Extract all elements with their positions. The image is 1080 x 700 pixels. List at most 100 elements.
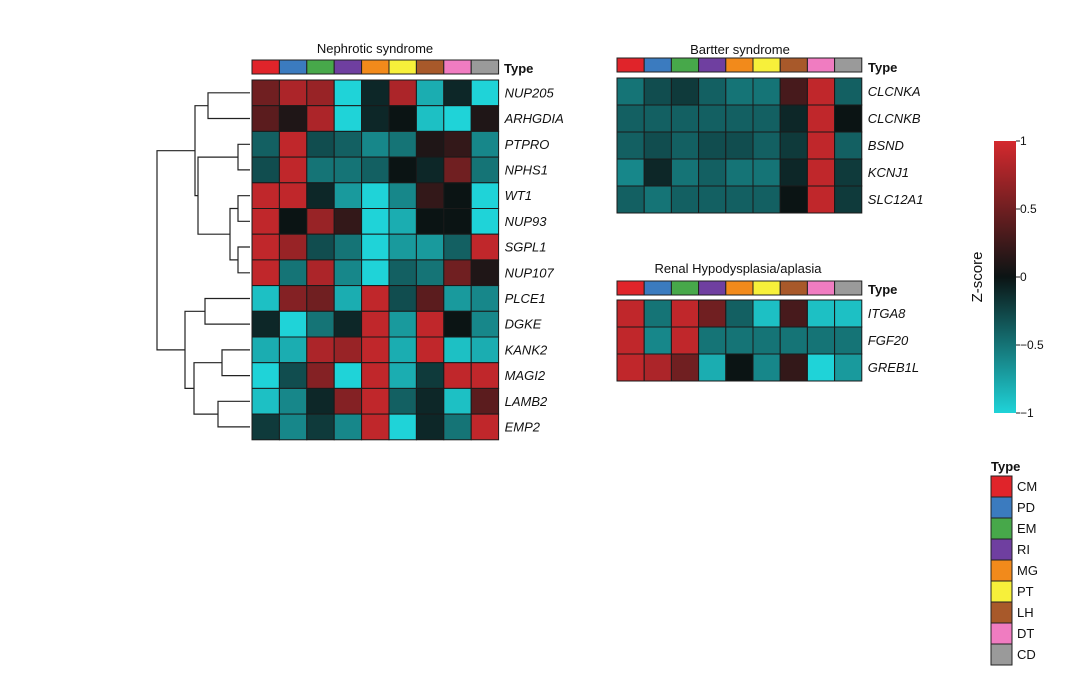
gene-label: ARHGDIA	[504, 111, 564, 126]
gene-label: MAGI2	[505, 368, 546, 383]
heatmap-cell	[361, 208, 390, 235]
heatmap-cell	[388, 130, 417, 158]
heatmap-cell	[779, 299, 808, 328]
heatmap-cell	[251, 362, 280, 389]
heatmap-cell	[779, 131, 808, 160]
heatmap-cell	[361, 130, 390, 158]
heatmap-cell	[388, 285, 417, 312]
heatmap-cell	[670, 185, 700, 214]
dendrogram-branch	[194, 105, 208, 197]
type-swatch-cm	[616, 280, 645, 296]
heatmap-cell	[415, 156, 445, 184]
legend-label-mg: MG	[1017, 563, 1038, 578]
gene-label: NPHS1	[505, 162, 548, 177]
heatmap-grid-bartter	[616, 77, 863, 214]
heatmap-cell	[752, 104, 781, 133]
type-swatch-pt	[388, 59, 417, 75]
heatmap-cell	[388, 336, 417, 364]
heatmap-cell	[470, 413, 500, 441]
heatmap-cell	[752, 185, 781, 214]
type-swatch-ri	[698, 280, 727, 296]
gene-label: WT1	[505, 188, 532, 203]
heatmap-cell	[361, 285, 390, 312]
heatmap-cell	[834, 185, 863, 214]
heatmap-cell	[752, 299, 781, 328]
heatmap-cell	[333, 413, 363, 441]
heatmap-cell	[470, 310, 500, 338]
heatmap-cell	[415, 105, 445, 132]
heatmap-cell	[670, 158, 700, 187]
heatmap-cell	[806, 299, 836, 328]
heatmap-cell	[333, 259, 363, 287]
heatmap-cell	[725, 104, 754, 133]
gene-label: KCNJ1	[868, 165, 909, 180]
gene-label: EMP2	[505, 419, 541, 434]
heatmap-cell	[616, 158, 645, 187]
gene-label: DGKE	[505, 317, 542, 332]
legend-swatch-em	[990, 517, 1013, 540]
type-swatch-ri	[698, 57, 727, 73]
heatmap-cell	[388, 413, 417, 441]
gene-label: FGF20	[868, 333, 909, 348]
heatmap-cell	[779, 158, 808, 187]
heatmap-cell	[415, 387, 445, 415]
heatmap-cell	[361, 79, 390, 107]
heatmap-cell	[470, 285, 500, 312]
gene-label: KANK2	[505, 342, 548, 357]
heatmap-cell	[643, 353, 672, 382]
heatmap-cell	[643, 185, 672, 214]
heatmap-cell	[278, 233, 308, 261]
dendrogram-branch	[237, 143, 250, 171]
heatmap-cell	[834, 77, 863, 106]
type-swatch-lh	[779, 280, 808, 296]
heatmap-cell	[725, 158, 754, 187]
heatmap-cell	[278, 259, 308, 287]
heatmap-cell	[834, 158, 863, 187]
heatmap-cell	[251, 156, 280, 184]
heatmap-cell	[443, 336, 472, 364]
heatmap-cell	[670, 353, 700, 382]
heatmap-cell	[643, 104, 672, 133]
type-swatch-dt	[443, 59, 472, 75]
heatmap-cell	[616, 185, 645, 214]
type-swatch-pd	[278, 59, 308, 75]
heatmap-cell	[361, 105, 390, 132]
type-swatch-em	[670, 280, 700, 296]
heatmap-cell	[752, 131, 781, 160]
heatmap-cell	[251, 285, 280, 312]
heatmap-cell	[725, 326, 754, 355]
heatmap-cell	[670, 299, 700, 328]
colorbar-tick-label: −1	[1020, 406, 1034, 420]
heatmap-cell	[443, 105, 472, 132]
legend-swatch-ri	[990, 538, 1013, 561]
colorbar-title: Z-score	[969, 252, 986, 303]
heatmap-cell	[333, 362, 363, 389]
heatmap-cell	[470, 233, 500, 261]
heatmap-cell	[361, 362, 390, 389]
heatmap-cell	[278, 413, 308, 441]
legend-swatch-cm	[990, 475, 1013, 498]
legend-title: Type	[991, 459, 1020, 474]
heatmap-cell	[388, 259, 417, 287]
heatmap-cell	[306, 130, 335, 158]
type-label-nephrotic: Type	[504, 61, 533, 76]
legend-swatch-pt	[990, 580, 1013, 603]
gene-label: BSND	[868, 138, 904, 153]
heatmap-cell	[278, 387, 308, 415]
heatmap-cell	[251, 413, 280, 441]
heatmap-cell	[698, 131, 727, 160]
heatmap-cell	[361, 259, 390, 287]
heatmap-cell	[616, 299, 645, 328]
panel-bartter: Bartter syndrome Type CLCNKA CLCNKB BSND KC…	[616, 42, 923, 214]
heatmap-cell	[333, 156, 363, 184]
heatmap-cell	[443, 362, 472, 389]
heatmap-cell	[415, 310, 445, 338]
heatmap-cell	[361, 182, 390, 210]
heatmap-cell	[278, 208, 308, 235]
heatmap-cell	[643, 326, 672, 355]
heatmap-cell	[806, 326, 836, 355]
heatmap-cell	[333, 208, 363, 235]
heatmap-cell	[278, 285, 308, 312]
dendrogram-branch	[229, 207, 238, 261]
heatmap-cell	[415, 336, 445, 364]
